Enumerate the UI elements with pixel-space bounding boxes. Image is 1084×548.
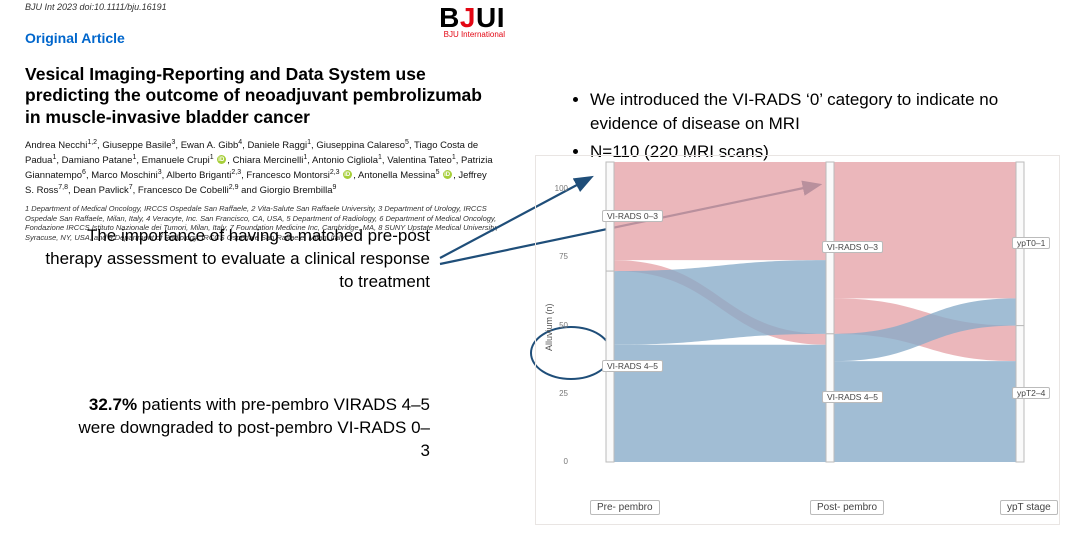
node-label: VI-RADS 0–3	[602, 210, 663, 222]
node-label: VI-RADS 4–5	[602, 360, 663, 372]
slide-root: BJU Int 2023 doi:10.1111/bju.16191 BJUI …	[0, 0, 1084, 548]
node-label: VI-RADS 4–5	[822, 391, 883, 403]
node-label: VI-RADS 0–3	[822, 241, 883, 253]
node-label: ypT0–1	[1012, 237, 1050, 249]
node-label: ypT2–4	[1012, 387, 1050, 399]
stage-label: Post- pembro	[810, 500, 884, 515]
stage-label: ypT stage	[1000, 500, 1058, 515]
y-axis-label: Alluvium (n)	[544, 303, 554, 351]
sankey-chart: Alluvium (n) 0255075100 VI-RADS 0–3VI-RA…	[535, 155, 1060, 525]
stage-label: Pre- pembro	[590, 500, 660, 515]
